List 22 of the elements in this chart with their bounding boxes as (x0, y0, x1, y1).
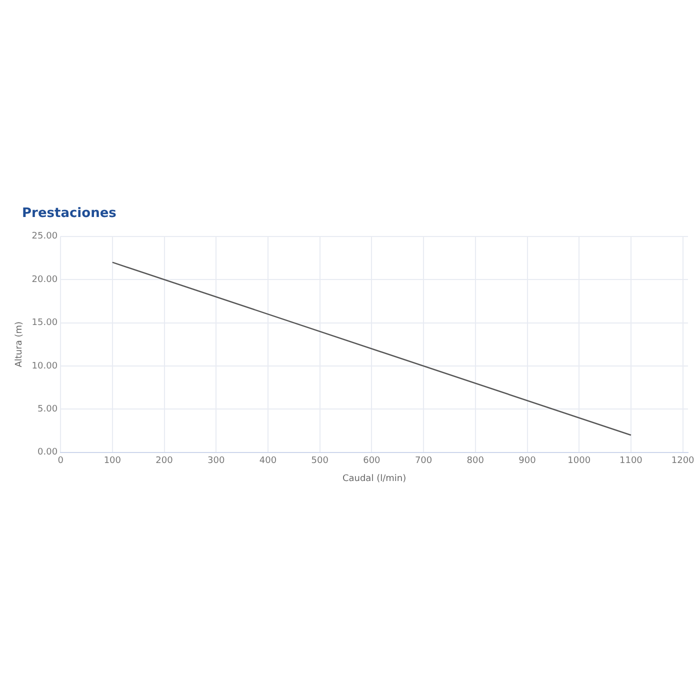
x-tick-label: 500 (311, 456, 329, 466)
x-tick-label: 1100 (620, 456, 643, 466)
y-tick-label: 20.00 (32, 274, 58, 285)
y-tick-label: 15.00 (32, 318, 58, 328)
y-tick-label: 10.00 (32, 361, 58, 372)
chart-title: Prestaciones (22, 206, 116, 221)
x-tick-label: 100 (104, 456, 122, 466)
x-tick-label: 800 (466, 456, 484, 466)
x-tick-label: 1200 (671, 456, 695, 466)
x-axis-title: Caudal (l/min) (342, 474, 406, 484)
x-tick-label: 1000 (568, 456, 591, 466)
x-tick-label: 700 (414, 456, 432, 466)
x-tick-label: 0 (58, 456, 64, 466)
y-tick-label: 5.00 (38, 404, 58, 415)
x-tick-label: 900 (518, 456, 536, 466)
x-tick-label: 600 (363, 456, 381, 466)
x-tick-label: 400 (259, 456, 277, 466)
y-tick-label: 25.00 (32, 232, 58, 242)
x-tick-label: 200 (156, 456, 174, 466)
y-tick-label: 0.00 (38, 448, 58, 458)
y-axis-title: Altura (m) (14, 322, 25, 368)
x-tick-label: 300 (208, 456, 225, 466)
